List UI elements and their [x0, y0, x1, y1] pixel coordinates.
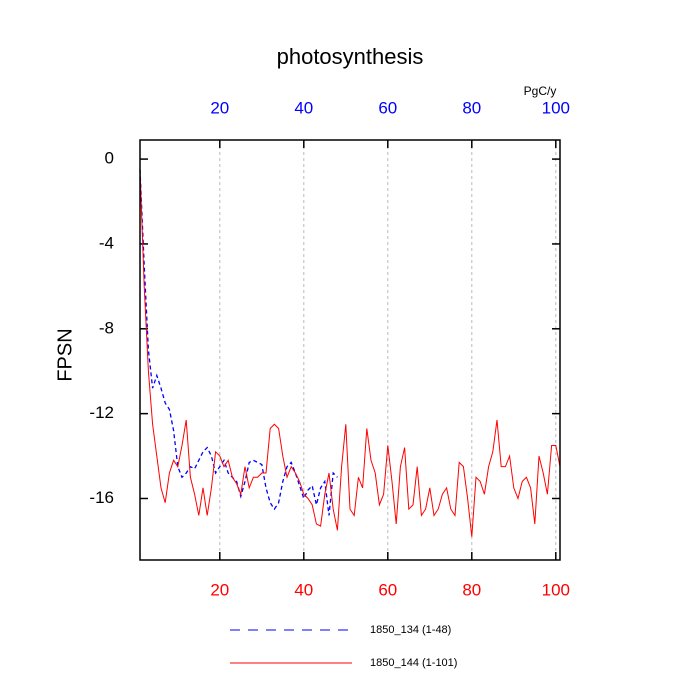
x-tick-label: 100 — [542, 580, 570, 599]
x-tick-label: 40 — [294, 580, 313, 599]
legend-label: 1850_134 (1-48) — [370, 624, 451, 636]
units-label: PgC/y — [524, 84, 557, 98]
x2-tick-label: 40 — [294, 98, 313, 117]
y-tick-label: -16 — [89, 488, 114, 507]
y-axis-label: FPSN — [54, 328, 76, 381]
x-tick-label: 80 — [462, 580, 481, 599]
y-tick-label: -8 — [99, 318, 114, 337]
chart-title: photosynthesis — [277, 44, 424, 69]
y-tick-label: -12 — [89, 403, 114, 422]
x2-tick-label: 20 — [210, 98, 229, 117]
legend-label: 1850_144 (1-101) — [370, 657, 457, 669]
x2-tick-label: 60 — [378, 98, 397, 117]
x-tick-label: 60 — [378, 580, 397, 599]
y-tick-label: 0 — [105, 149, 114, 168]
series-line — [139, 169, 338, 516]
x2-tick-label: 80 — [462, 98, 481, 117]
series-line — [139, 169, 561, 537]
y-tick-label: -4 — [99, 233, 114, 252]
plot-frame — [139, 139, 561, 561]
x2-tick-label: 100 — [542, 98, 570, 117]
x-tick-label: 20 — [210, 580, 229, 599]
